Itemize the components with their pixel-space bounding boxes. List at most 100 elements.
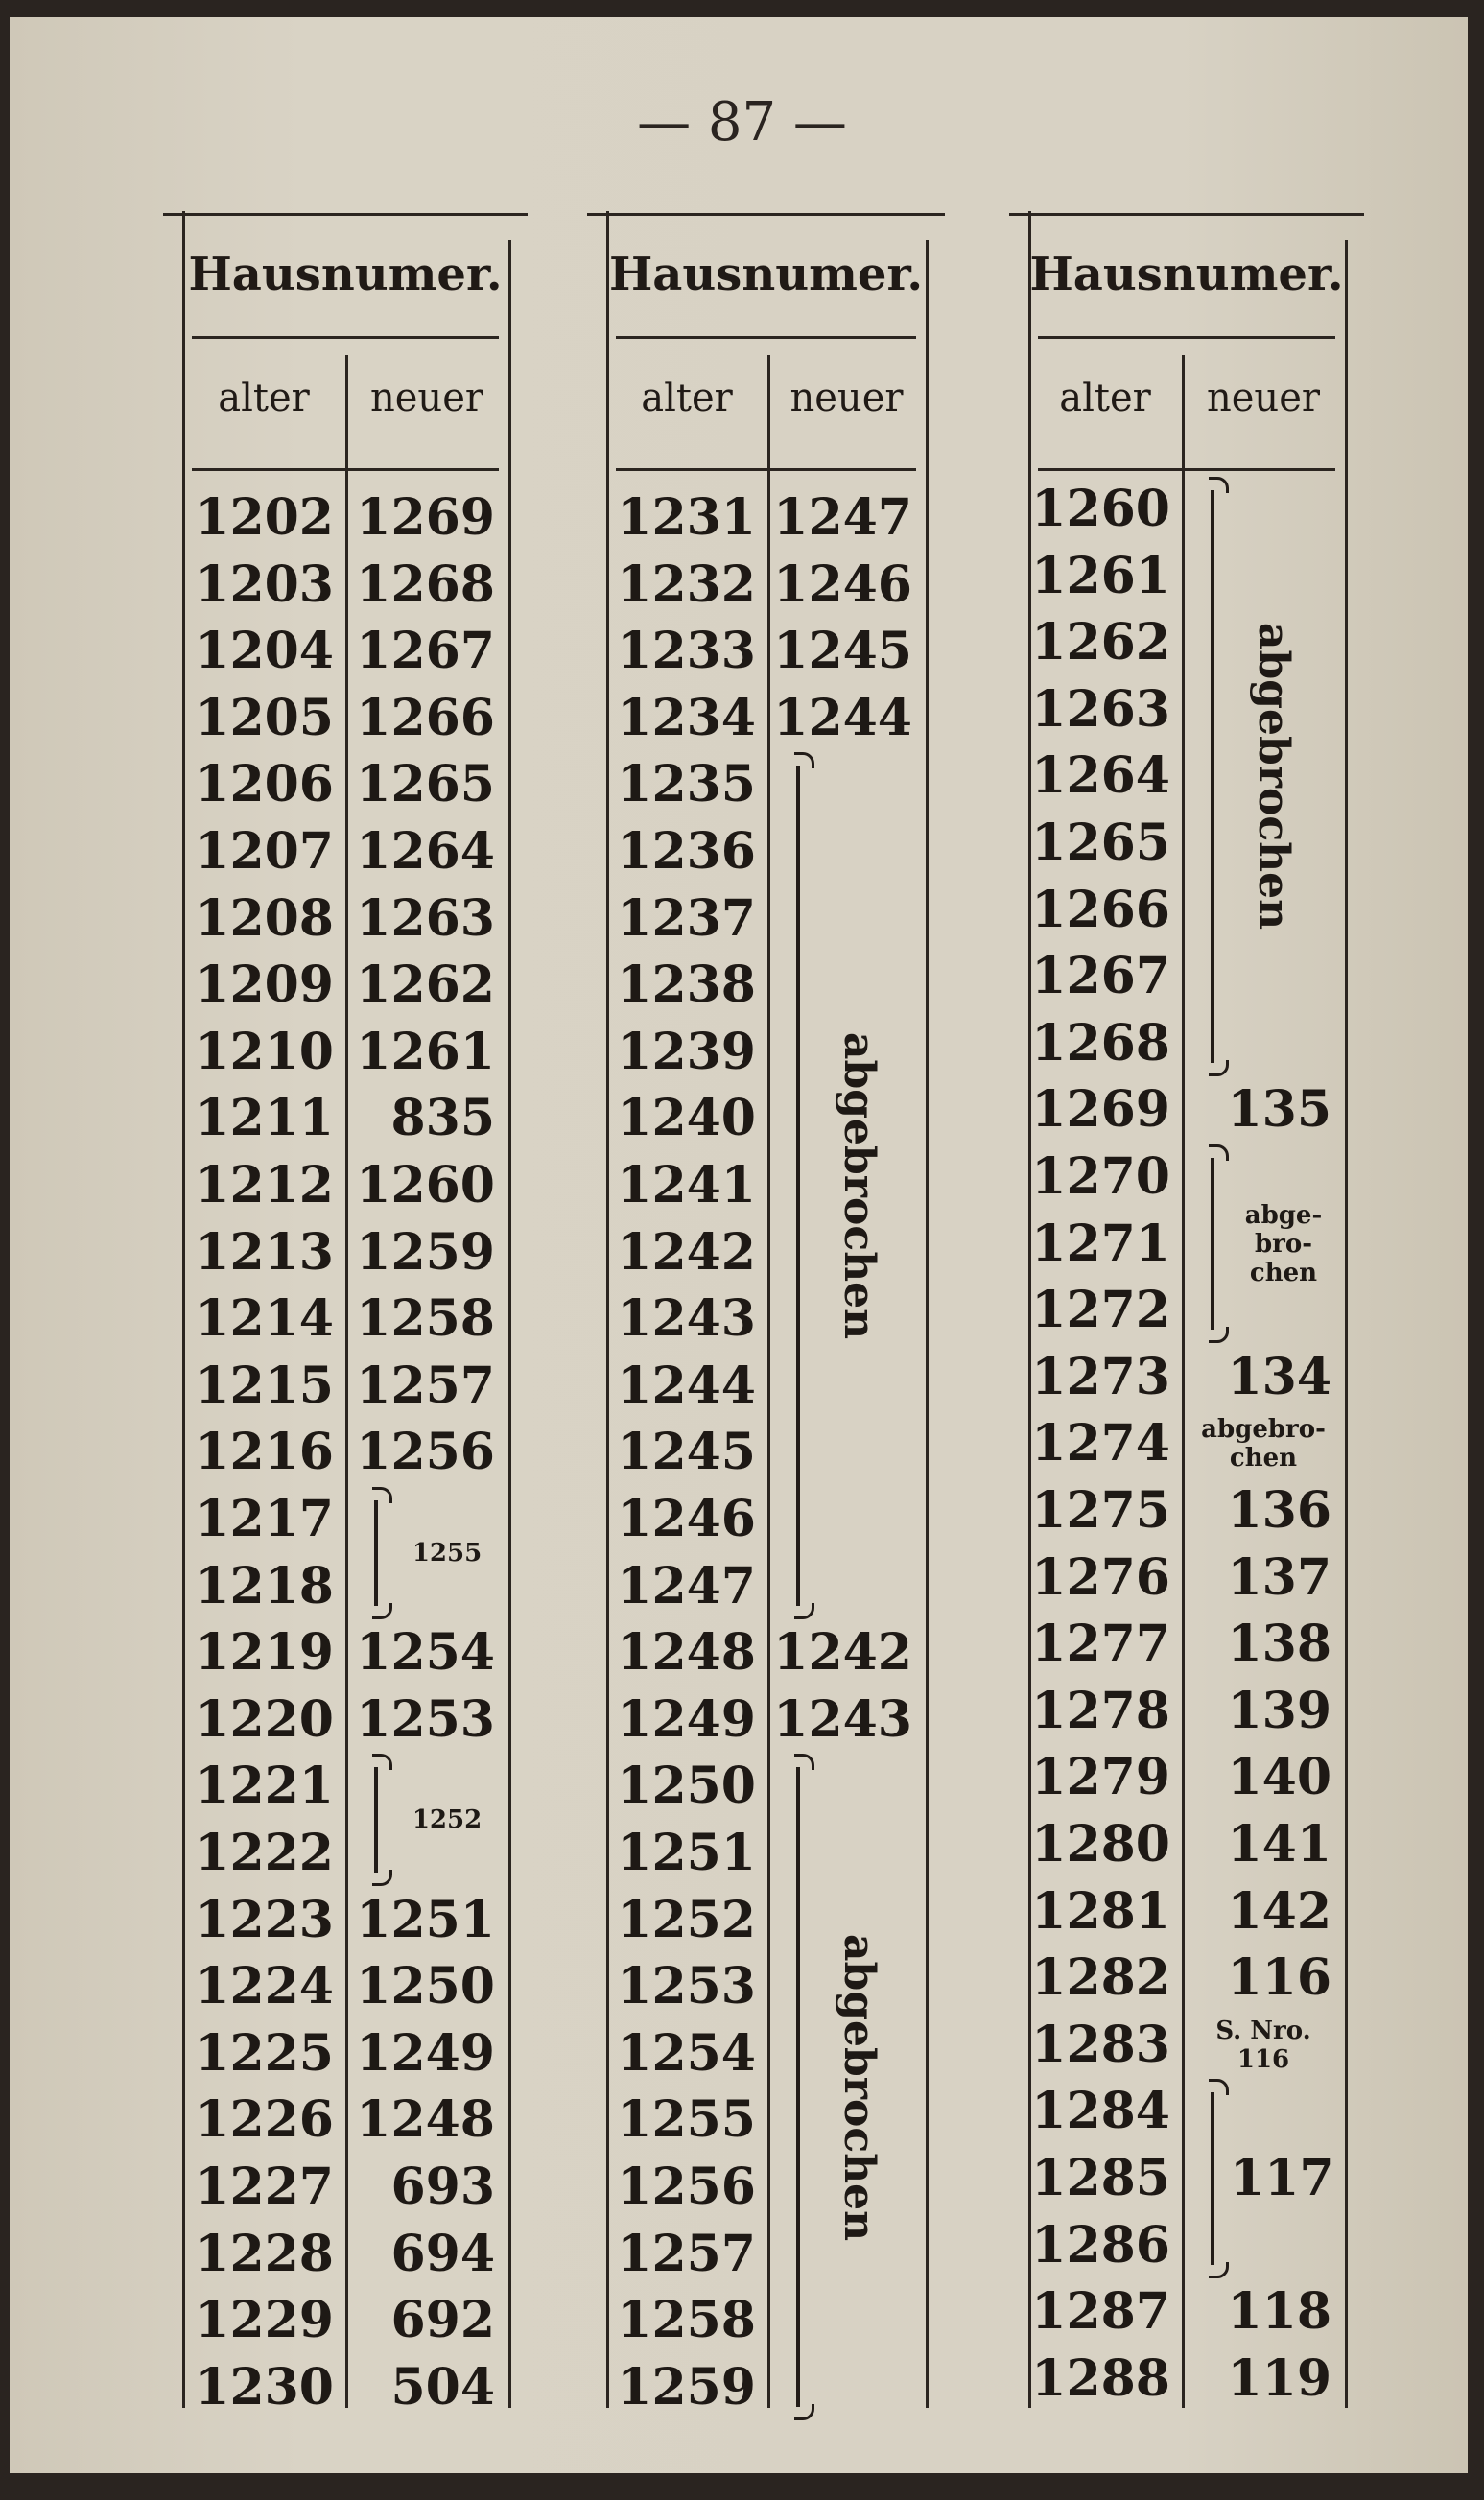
old-number: 1253 (617, 1957, 756, 2017)
column-header: Hausnumer. (608, 248, 924, 301)
column-divider (345, 355, 348, 2408)
old-number: 1204 (195, 622, 334, 681)
new-number: 139 (1227, 1681, 1331, 1740)
new-number: 1254 (356, 1623, 495, 1683)
old-number: 1213 (195, 1222, 334, 1282)
old-number: 1271 (1031, 1214, 1170, 1273)
old-number: 1237 (617, 888, 756, 948)
old-number: 1216 (195, 1423, 334, 1482)
column-left-rule (1028, 211, 1031, 2408)
old-number: 1231 (617, 488, 756, 547)
old-number: 1210 (195, 1022, 334, 1081)
old-number: 1251 (617, 1824, 756, 1882)
old-number: 1248 (617, 1623, 756, 1683)
new-number: 137 (1227, 1547, 1331, 1607)
column-top-rule (1009, 213, 1364, 216)
new-number: 1249 (356, 2023, 495, 2083)
new-number: 1248 (356, 2090, 495, 2150)
old-number: 1270 (1031, 1147, 1170, 1206)
column-header: Hausnumer. (1029, 248, 1344, 301)
new-number: 138 (1227, 1615, 1331, 1674)
old-number: 1243 (617, 1289, 756, 1349)
subheader-alter: alter (218, 376, 310, 420)
new-number: 1250 (356, 1957, 495, 2017)
old-number: 1245 (617, 1423, 756, 1482)
new-number: 135 (1227, 1080, 1331, 1140)
group-brace (794, 1754, 814, 2421)
old-number: 1205 (195, 688, 334, 747)
old-number: 1215 (195, 1356, 334, 1415)
new-number: 693 (390, 2158, 495, 2216)
new-number: 1247 (773, 488, 912, 547)
old-number: 1250 (617, 1757, 756, 1816)
subheader-rule (1038, 468, 1335, 471)
column-left-rule (606, 211, 609, 2408)
old-number: 1219 (195, 1623, 334, 1683)
new-number: 694 (390, 2224, 495, 2283)
old-number: 1264 (1031, 746, 1170, 806)
old-number: 1222 (195, 1824, 334, 1882)
old-number: 1241 (617, 1156, 756, 1215)
group-label: 1255 (412, 1538, 483, 1568)
new-number: 1262 (356, 955, 495, 1015)
old-number: 1279 (1031, 1748, 1170, 1807)
old-number: 1221 (195, 1757, 334, 1816)
old-number: 1285 (1031, 2149, 1170, 2207)
new-number: 1263 (356, 888, 495, 948)
old-number: 1261 (1031, 546, 1170, 605)
old-number: 1273 (1031, 1347, 1170, 1406)
old-number: 1209 (195, 955, 334, 1015)
old-number: 1284 (1031, 2082, 1170, 2141)
old-number: 1240 (617, 1089, 756, 1148)
new-number: 1261 (356, 1022, 495, 1081)
old-number: 1254 (617, 2023, 756, 2083)
new-number-note: abgebro- chen (1201, 1415, 1326, 1474)
old-number: 1238 (617, 955, 756, 1015)
group-brace (1209, 477, 1229, 1076)
old-number: 1208 (195, 888, 334, 948)
new-number: 1267 (356, 622, 495, 681)
new-number: 1260 (356, 1156, 495, 1215)
old-number: 1225 (195, 2023, 334, 2083)
subheader-neuer: neuer (1207, 376, 1320, 420)
new-number: 692 (390, 2291, 495, 2350)
old-number: 1282 (1031, 1948, 1170, 2008)
old-number: 1230 (195, 2357, 334, 2417)
old-number: 1278 (1031, 1681, 1170, 1740)
old-number: 1217 (195, 1490, 334, 1548)
column-divider (767, 355, 770, 2408)
old-number: 1257 (617, 2224, 756, 2283)
header-rule (616, 336, 916, 339)
column-header: Hausnumer. (188, 248, 503, 301)
group-brace (794, 752, 814, 1619)
group-brace (372, 1487, 392, 1619)
new-number-note: S. Nro. 116 (1215, 2016, 1311, 2074)
old-number: 1233 (617, 622, 756, 681)
old-number: 1249 (617, 1689, 756, 1749)
old-number: 1275 (1031, 1481, 1170, 1540)
new-number: 142 (1227, 1881, 1331, 1941)
old-number: 1258 (617, 2291, 756, 2350)
old-number: 1239 (617, 1022, 756, 1081)
new-number: 1269 (356, 488, 495, 547)
new-number: 1242 (773, 1623, 912, 1683)
old-number: 1202 (195, 488, 334, 547)
old-number: 1263 (1031, 679, 1170, 739)
old-number: 1288 (1031, 2348, 1170, 2408)
subheader-neuer: neuer (370, 376, 483, 420)
old-number: 1244 (617, 1356, 756, 1415)
group-new-number: 117 (1230, 2149, 1334, 2207)
column-right-rule (1345, 240, 1348, 2408)
group-label: 1252 (412, 1805, 483, 1835)
old-number: 1266 (1031, 880, 1170, 939)
group-label: abge- bro- chen (1244, 1200, 1323, 1287)
new-number: 1253 (356, 1689, 495, 1749)
demolished-label: abgebrochen (1249, 623, 1298, 931)
page-number: — 87 — (637, 91, 847, 153)
old-number: 1269 (1031, 1080, 1170, 1140)
old-number: 1283 (1031, 2015, 1170, 2074)
new-number: 504 (390, 2357, 495, 2417)
subheader-rule (616, 468, 916, 471)
new-number: 1257 (356, 1356, 495, 1415)
old-number: 1212 (195, 1156, 334, 1215)
